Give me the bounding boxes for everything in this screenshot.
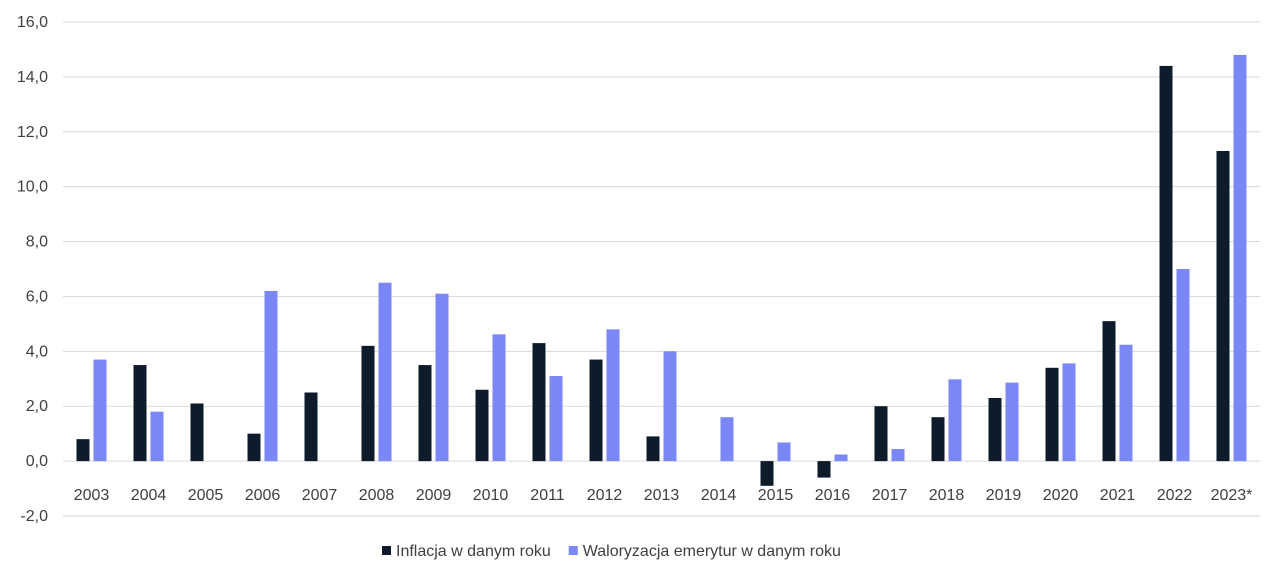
x-tick-label: 2008 (359, 487, 395, 504)
bar-inflacja-2004 (133, 365, 147, 462)
bars (76, 54, 1247, 486)
bar-inflacja-2011 (532, 343, 546, 462)
x-tick-label: 2005 (188, 487, 224, 504)
bar-inflacja-2019 (988, 397, 1002, 462)
y-tick-label: 4,0 (26, 343, 48, 360)
bar-inflacja-2009 (418, 365, 432, 462)
x-tick-label: 2007 (302, 487, 338, 504)
x-tick-label: 2006 (245, 487, 281, 504)
bar-inflacja-2005 (190, 403, 204, 462)
bar-waloryzacja-2006 (264, 290, 278, 462)
bar-waloryzacja-2008 (378, 282, 392, 462)
bar-waloryzacja-2011 (549, 376, 563, 462)
bar-waloryzacja-2022 (1176, 269, 1190, 462)
bar-inflacja-2007 (304, 392, 318, 462)
bar-waloryzacja-2019 (1005, 382, 1019, 462)
bar-waloryzacja-2012 (606, 329, 620, 462)
bar-waloryzacja-2014 (720, 417, 734, 462)
y-tick-label: -2,0 (20, 508, 48, 525)
bar-waloryzacja-2009 (435, 293, 449, 462)
y-tick-label: 8,0 (26, 234, 48, 251)
x-tick-label: 2014 (701, 487, 737, 504)
bar-inflacja-2016 (817, 461, 831, 478)
bar-inflacja-2010 (475, 389, 489, 462)
legend-label-0: Inflacja w danym roku (396, 543, 551, 560)
x-tick-label: 2004 (131, 487, 167, 504)
bar-inflacja-2006 (247, 433, 261, 462)
y-tick-label: 14,0 (17, 69, 48, 86)
y-tick-label: 12,0 (17, 124, 48, 141)
y-tick-label: 0,0 (26, 453, 48, 470)
bar-waloryzacja-2020 (1062, 363, 1076, 462)
bar-waloryzacja-2015 (777, 442, 791, 462)
y-axis-ticks: -2,0 0,0 2,0 4,0 6,0 8,0 10,0 12,0 14,0 16,0 (17, 14, 48, 525)
y-tick-label: 2,0 (26, 398, 48, 415)
bar-waloryzacja-2010 (492, 334, 506, 462)
bar-inflacja-2008 (361, 345, 375, 462)
x-tick-label: 2019 (986, 487, 1022, 504)
bar-inflacja-2015 (760, 461, 774, 486)
x-tick-label: 2015 (758, 487, 794, 504)
x-tick-label: 2009 (416, 487, 452, 504)
bar-waloryzacja-2021 (1119, 344, 1133, 462)
bar-waloryzacja-2023 (1233, 54, 1247, 462)
x-tick-label: 2003 (74, 487, 110, 504)
x-tick-label: 2018 (929, 487, 965, 504)
bar-inflacja-2020 (1045, 367, 1059, 462)
bar-inflacja-2023 (1216, 150, 1230, 462)
x-tick-label: 2011 (530, 487, 565, 504)
bar-waloryzacja-2018 (948, 379, 962, 462)
bar-inflacja-2017 (874, 406, 888, 462)
legend: Inflacja w danym roku Waloryzacja emerytu… (382, 543, 841, 560)
bar-inflacja-2022 (1159, 65, 1173, 462)
x-axis-ticks: 2003 2004 2005 2006 2007 2008 2009 2010 2011 2012… (74, 487, 1253, 504)
bar-waloryzacja-2017 (891, 449, 905, 462)
legend-swatch-1 (568, 546, 578, 555)
legend-label-1: Waloryzacja emerytur w danym roku (583, 543, 841, 560)
bar-inflacja-2021 (1102, 321, 1116, 462)
x-tick-label: 2017 (872, 487, 908, 504)
bar-waloryzacja-2016 (834, 454, 848, 462)
x-tick-label: 2021 (1100, 487, 1136, 504)
bar-inflacja-2018 (931, 417, 945, 462)
bar-inflacja-2003 (76, 439, 90, 462)
legend-swatch-0 (382, 546, 391, 555)
x-tick-label: 2016 (815, 487, 851, 504)
bar-waloryzacja-2003 (93, 359, 107, 462)
x-tick-label: 2023* (1211, 487, 1253, 504)
bar-inflacja-2013 (646, 436, 660, 462)
bar-waloryzacja-2013 (663, 351, 677, 462)
x-tick-label: 2013 (644, 487, 680, 504)
gridlines (63, 21, 1260, 517)
y-tick-label: 16,0 (17, 14, 48, 31)
x-tick-label: 2012 (587, 487, 623, 504)
y-tick-label: 6,0 (26, 288, 48, 305)
x-tick-label: 2022 (1157, 487, 1193, 504)
x-tick-label: 2020 (1043, 487, 1079, 504)
x-tick-label: 2010 (473, 487, 509, 504)
bar-inflacja-2012 (589, 359, 603, 462)
y-tick-label: 10,0 (17, 179, 48, 196)
bar-waloryzacja-2004 (150, 411, 164, 462)
